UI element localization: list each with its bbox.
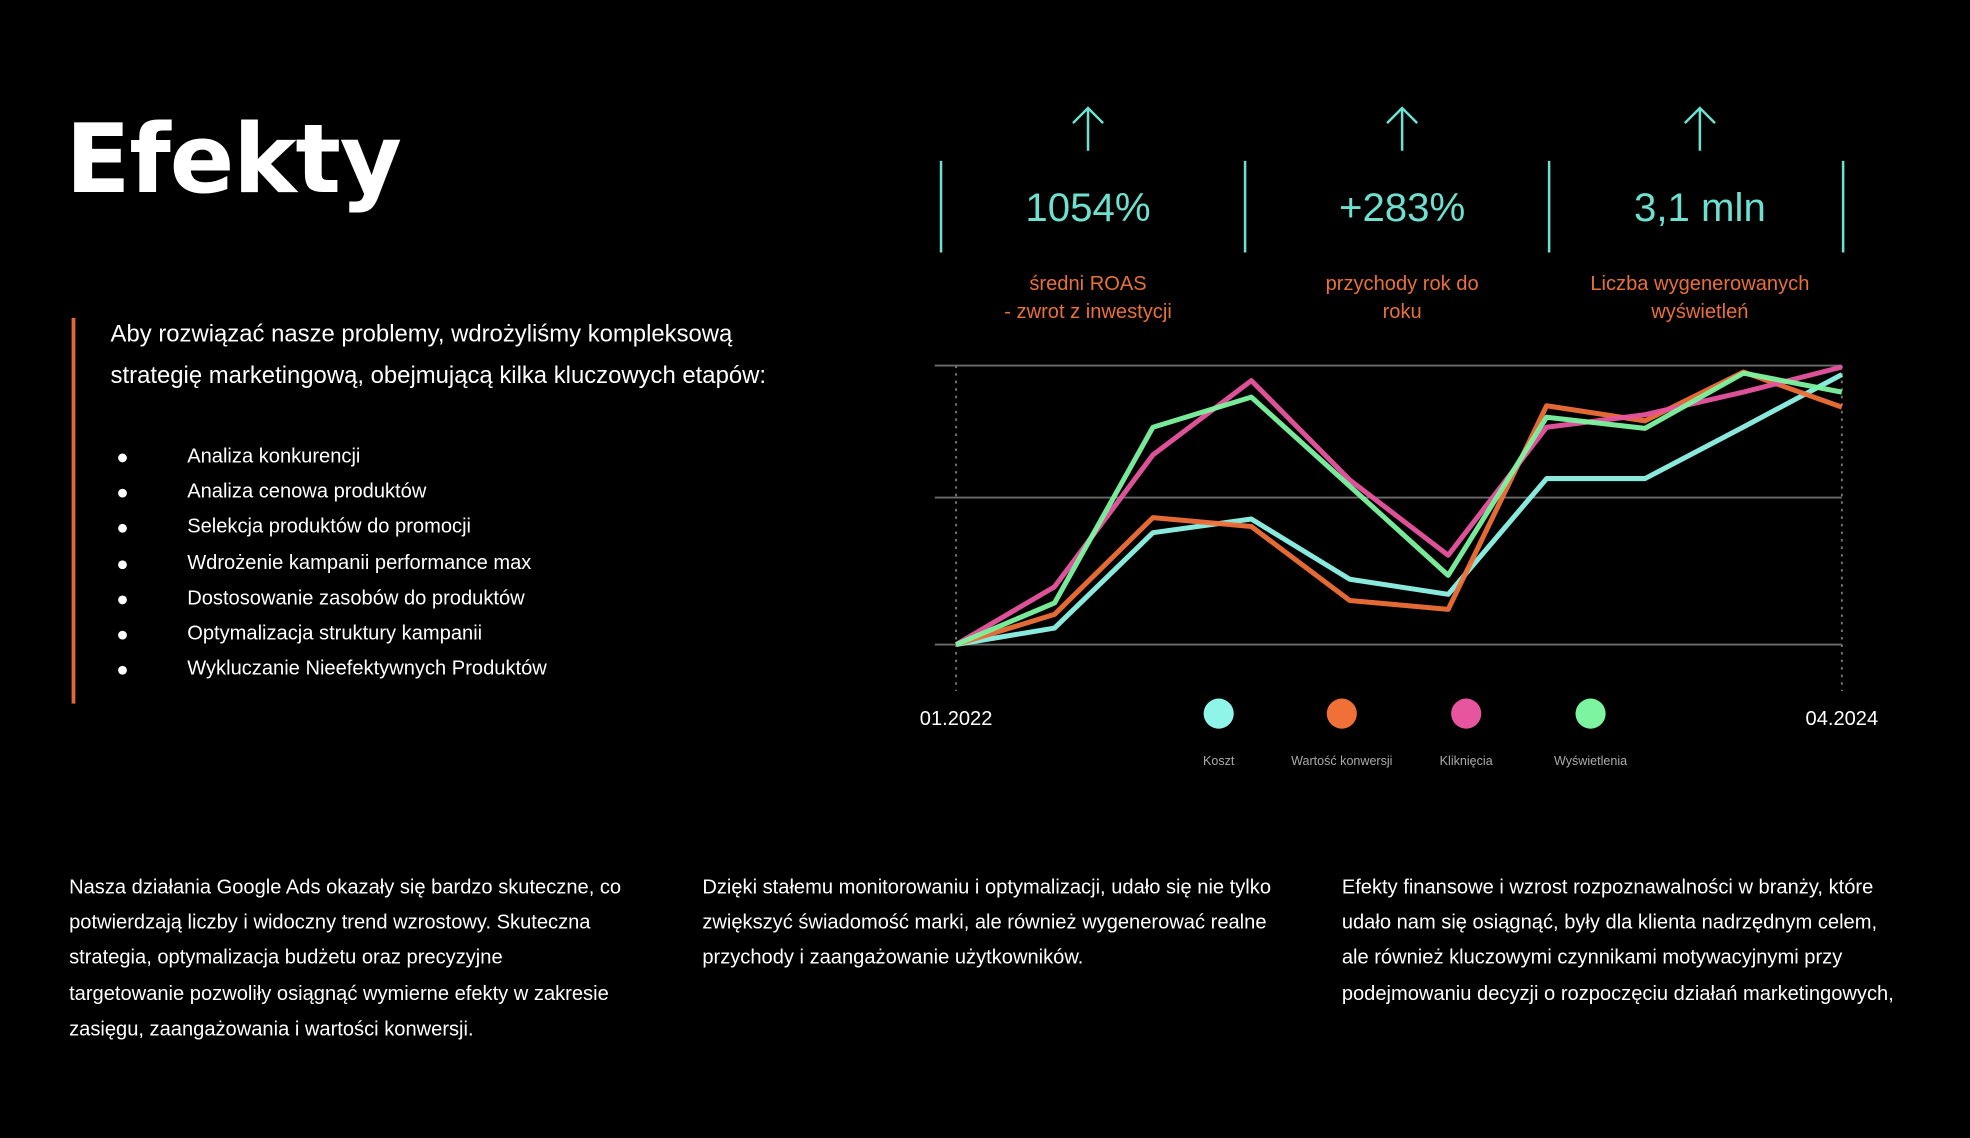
series-line	[955, 370, 1843, 647]
paragraph: Nasza działania Google Ads okazały się b…	[69, 876, 622, 1041]
accent-bar	[71, 317, 76, 704]
stat-label: Liczba wygenerowanych wyświetleń	[1590, 273, 1810, 323]
bullet-item: Dostosowanie zasobów do produktów	[111, 581, 547, 616]
legend-marker	[1575, 698, 1606, 729]
legend-label: Koszt	[1203, 754, 1235, 768]
x-tick-label: 04.2024	[1806, 708, 1879, 730]
stat-value: 3,1 mln	[1633, 184, 1766, 230]
series-line	[955, 372, 1844, 648]
chart: 01.2022 04.2024 Koszt Wartość konwersji Klik…	[920, 364, 1879, 768]
legend-label: Wyświetlenia	[1554, 754, 1627, 768]
x-tick-label: 01.2022	[920, 708, 993, 730]
bullet-item: Analiza cenowa produktów	[111, 475, 547, 510]
bullet-item: Wykluczanie Nieefektywnych Produktów	[111, 652, 547, 687]
bullet-item: Wdrożenie kampanii performance max	[111, 546, 547, 581]
title: Efekty	[65, 103, 402, 215]
bullet-item: Analiza konkurencji	[111, 440, 547, 475]
paragraph: Dzięki stałemu monitorowaniu i optymaliz…	[702, 876, 1272, 970]
legend-label: Kliknięcia	[1440, 754, 1493, 768]
bullet-list: Analiza konkurencji Analiza cenowa produk…	[111, 440, 547, 688]
legend-marker	[1203, 698, 1234, 729]
legend-marker	[1326, 698, 1357, 729]
bullet-item: Optymalizacja struktury kampanii	[111, 617, 547, 652]
legend-marker	[1451, 698, 1482, 729]
series-line	[955, 369, 1843, 647]
stat-value: 1054%	[1025, 184, 1151, 230]
stat-label: przychody rok do roku	[1325, 273, 1479, 323]
legend-label: Wartość konwersji	[1291, 754, 1392, 768]
stat-value: +283%	[1338, 184, 1466, 230]
stat-label: średni ROAS - zwrot z inwestycji	[1004, 273, 1172, 323]
intro: Aby rozwiązać nasze problemy, wdrożyliśm…	[110, 321, 767, 390]
paragraph: Efekty finansowe i wzrost rozpoznawalnoś…	[1341, 876, 1894, 1005]
bullet-item: Selekcja produktów do promocji	[111, 511, 547, 546]
